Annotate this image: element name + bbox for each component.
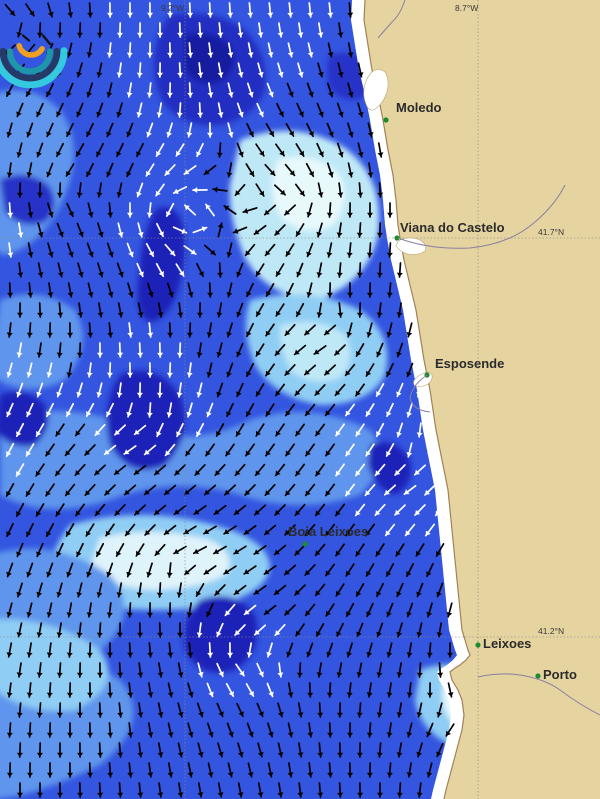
svg-text:Viana do Castelo: Viana do Castelo [400, 220, 505, 235]
svg-text:Moledo: Moledo [396, 100, 442, 115]
svg-text:Boia Leixoes: Boia Leixoes [288, 524, 368, 539]
svg-text:Esposende: Esposende [435, 356, 504, 371]
svg-text:41.2°N: 41.2°N [538, 626, 564, 636]
svg-text:41.7°N: 41.7°N [538, 227, 564, 237]
svg-text:8.7°W: 8.7°W [455, 3, 478, 13]
svg-text:9.2°W: 9.2°W [161, 3, 184, 13]
svg-text:Leixoes: Leixoes [483, 636, 531, 651]
svg-text:Porto: Porto [543, 667, 577, 682]
